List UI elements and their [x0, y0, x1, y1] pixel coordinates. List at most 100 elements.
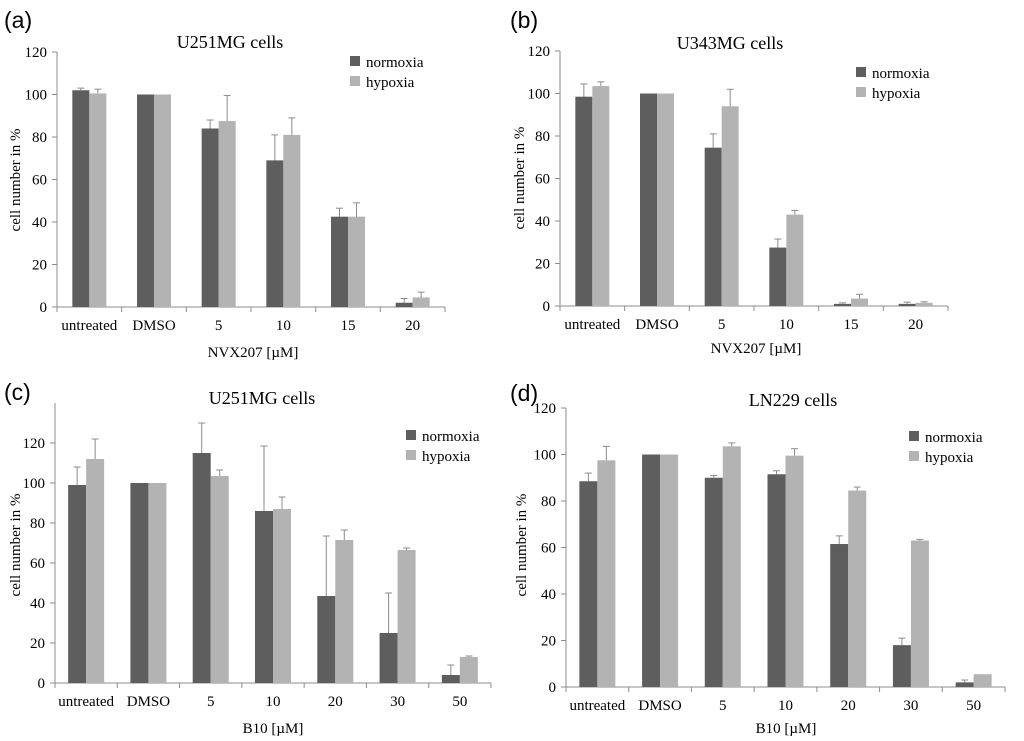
x-tick-label: untreated	[564, 317, 620, 333]
x-tick-label: 10	[778, 698, 793, 714]
y-tick-label: 80	[32, 130, 47, 146]
bar-hypoxia-5	[210, 476, 229, 683]
legend-label-hypoxia: hypoxia	[366, 75, 415, 91]
chart-panel-b: (b) U343MG cells 0 20 40 60 80 100 120 untreated D…	[510, 7, 949, 357]
bar-hypoxia-DMSO	[657, 93, 674, 306]
panel-letter: (b)	[510, 7, 538, 33]
legend-swatch-normoxia	[909, 431, 919, 441]
bar-normoxia-5	[201, 128, 219, 307]
y-axis-title: cell number in %	[514, 494, 530, 597]
legend-swatch-hypoxia	[350, 76, 360, 86]
y-tick-label: 120	[25, 45, 48, 61]
legend-label-normoxia: normoxia	[366, 55, 424, 71]
bar-normoxia-DMSO	[137, 94, 154, 307]
bar-normoxia-untreated	[575, 96, 593, 306]
x-tick-label: 10	[266, 694, 281, 710]
bar-normoxia-10	[769, 247, 787, 306]
x-tick-label: DMSO	[635, 317, 679, 333]
bar-normoxia-20	[830, 544, 849, 687]
y-tick-label: 60	[541, 541, 556, 557]
x-tick-label: untreated	[569, 698, 625, 714]
chart-panel-c: (c) U251MG cells 0 20 40 60 80 100 120 untreated D…	[4, 379, 492, 737]
bar-hypoxia-20	[915, 302, 933, 306]
x-tick-label: 30	[390, 694, 405, 710]
bar-hypoxia-DMSO	[148, 483, 167, 683]
chart-title: U343MG cells	[677, 33, 784, 53]
bar-hypoxia-DMSO	[660, 454, 679, 687]
legend-label-hypoxia: hypoxia	[422, 449, 471, 465]
chart-title: U251MG cells	[177, 32, 284, 52]
bar-hypoxia-15	[348, 216, 365, 307]
chart-panel-d: (d) LN229 cells 0 20 40 60 80 100 120 untreated DM…	[510, 380, 1006, 737]
x-tick-label: 20	[841, 698, 856, 714]
panel-letter: (c)	[4, 379, 31, 405]
y-tick-label: 20	[535, 257, 550, 273]
y-tick-label: 60	[32, 173, 47, 189]
bar-hypoxia-10	[785, 455, 804, 687]
x-axis-title: NVX207 [µM]	[208, 345, 299, 361]
x-axis-title: NVX207 [µM]	[711, 341, 802, 357]
bar-normoxia-15	[834, 303, 851, 306]
y-tick-label: 0	[38, 676, 46, 692]
chart-title: U251MG cells	[209, 388, 316, 408]
bar-hypoxia-50	[459, 657, 478, 683]
y-tick-label: 60	[535, 172, 550, 188]
bar-hypoxia-10	[786, 214, 804, 306]
bar-normoxia-10	[255, 511, 273, 683]
y-tick-label: 80	[535, 129, 550, 145]
bar-normoxia-20	[317, 596, 336, 683]
y-tick-label: 40	[535, 214, 550, 230]
x-tick-label: 10	[276, 318, 291, 334]
bar-normoxia-15	[331, 216, 348, 307]
x-tick-label: 50	[452, 694, 467, 710]
bar-hypoxia-20	[848, 490, 867, 687]
x-tick-label: 20	[405, 318, 420, 334]
legend-label-normoxia: normoxia	[872, 66, 930, 82]
bar-hypoxia-DMSO	[154, 94, 171, 307]
x-tick-label: 5	[207, 694, 215, 710]
bar-hypoxia-5	[722, 446, 741, 687]
bar-hypoxia-10	[283, 134, 301, 307]
bar-hypoxia-untreated	[597, 460, 616, 687]
bar-hypoxia-30	[397, 550, 416, 683]
y-tick-label: 40	[541, 587, 556, 603]
legend-label-normoxia: normoxia	[422, 429, 480, 445]
x-axis-title: B10 [µM]	[756, 721, 817, 737]
bar-normoxia-5	[704, 147, 722, 306]
y-tick-label: 40	[30, 596, 45, 612]
x-tick-label: 30	[903, 698, 918, 714]
bar-hypoxia-untreated	[86, 459, 105, 683]
legend-label-normoxia: normoxia	[925, 430, 983, 446]
x-tick-label: 50	[966, 698, 981, 714]
y-tick-label: 100	[528, 87, 551, 103]
bar-normoxia-untreated	[579, 481, 598, 687]
bar-hypoxia-20	[412, 297, 430, 307]
legend-swatch-normoxia	[406, 430, 416, 440]
y-axis-title: cell number in %	[512, 127, 528, 230]
bar-hypoxia-50	[973, 674, 992, 687]
y-tick-label: 40	[32, 215, 47, 231]
x-tick-label: 5	[718, 317, 726, 333]
x-tick-label: 20	[908, 317, 923, 333]
x-tick-label: untreated	[58, 694, 114, 710]
bar-normoxia-20	[898, 303, 916, 306]
panel-letter: (a)	[4, 7, 32, 33]
y-tick-label: 20	[541, 634, 556, 650]
y-tick-label: 100	[534, 448, 557, 464]
bar-normoxia-DMSO	[130, 483, 149, 683]
x-axis-title: B10 [µM]	[243, 721, 304, 737]
bar-normoxia-10	[266, 160, 284, 307]
x-tick-label: untreated	[61, 318, 117, 334]
bar-normoxia-5	[192, 453, 211, 683]
legend-swatch-normoxia	[856, 67, 866, 77]
legend-label-hypoxia: hypoxia	[872, 86, 921, 102]
bar-normoxia-5	[704, 477, 723, 687]
panel-letter: (d)	[510, 380, 538, 406]
x-tick-label: 20	[328, 694, 343, 710]
x-tick-label: DMSO	[638, 698, 682, 714]
bar-normoxia-10	[767, 474, 786, 687]
x-tick-label: DMSO	[127, 694, 171, 710]
x-tick-label: 15	[844, 317, 859, 333]
y-tick-label: 60	[30, 556, 45, 572]
